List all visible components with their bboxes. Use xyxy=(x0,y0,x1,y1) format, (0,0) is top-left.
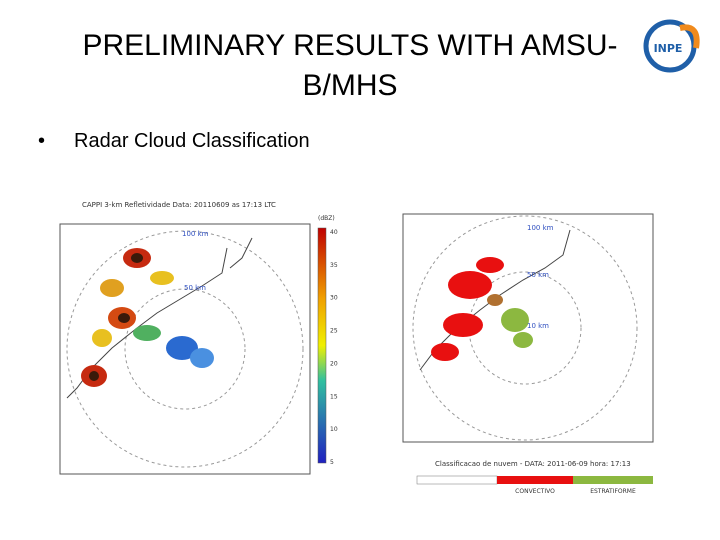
colorbar-label: 10 xyxy=(330,426,338,433)
colorbar-label: 15 xyxy=(330,393,338,400)
ring-label: 10 km xyxy=(527,322,549,330)
colorbar-label: 35 xyxy=(330,262,338,269)
colorbar-label: 20 xyxy=(330,360,338,367)
logo-text: INPE xyxy=(654,42,683,55)
class-blobs xyxy=(431,257,533,361)
colorbar-unit: (dBZ) xyxy=(318,215,335,222)
classification-map: 100 km 50 km 10 km Classificacao de nuve… xyxy=(402,213,654,495)
slide-title: PRELIMINARY RESULTS WITH AMSU- B/MHS xyxy=(60,26,640,106)
logo: INPE xyxy=(643,19,700,73)
title-line: B/MHS xyxy=(302,69,398,102)
colorbar-label: 30 xyxy=(330,295,338,302)
reflectivity-map: CAPPI 3-km Refletividade Data: 20110609 … xyxy=(59,201,338,475)
legend-item: CONVECTIVO xyxy=(515,488,555,495)
map-caption: CAPPI 3-km Refletividade Data: 20110609 … xyxy=(82,201,276,209)
ring-label: 100 km xyxy=(182,230,209,238)
legend-item: ESTRATIFORME xyxy=(590,488,636,495)
title-line: PRELIMINARY RESULTS WITH AMSU- xyxy=(82,29,618,62)
bullet-text: Radar Cloud Classification xyxy=(74,130,310,152)
ring-label: 100 km xyxy=(527,224,554,232)
echo-blobs xyxy=(81,248,214,387)
colorbar-label: 25 xyxy=(330,328,338,335)
ring-label: 50 km xyxy=(184,284,206,292)
colorbar-label: 40 xyxy=(330,229,338,236)
bullet-item: • Radar Cloud Classification xyxy=(38,130,310,152)
colorbar-label: 5 xyxy=(330,459,334,466)
legend-title: Classificacao de nuvem - DATA: 2011-06-0… xyxy=(435,460,631,468)
ring-label: 50 km xyxy=(527,271,549,279)
